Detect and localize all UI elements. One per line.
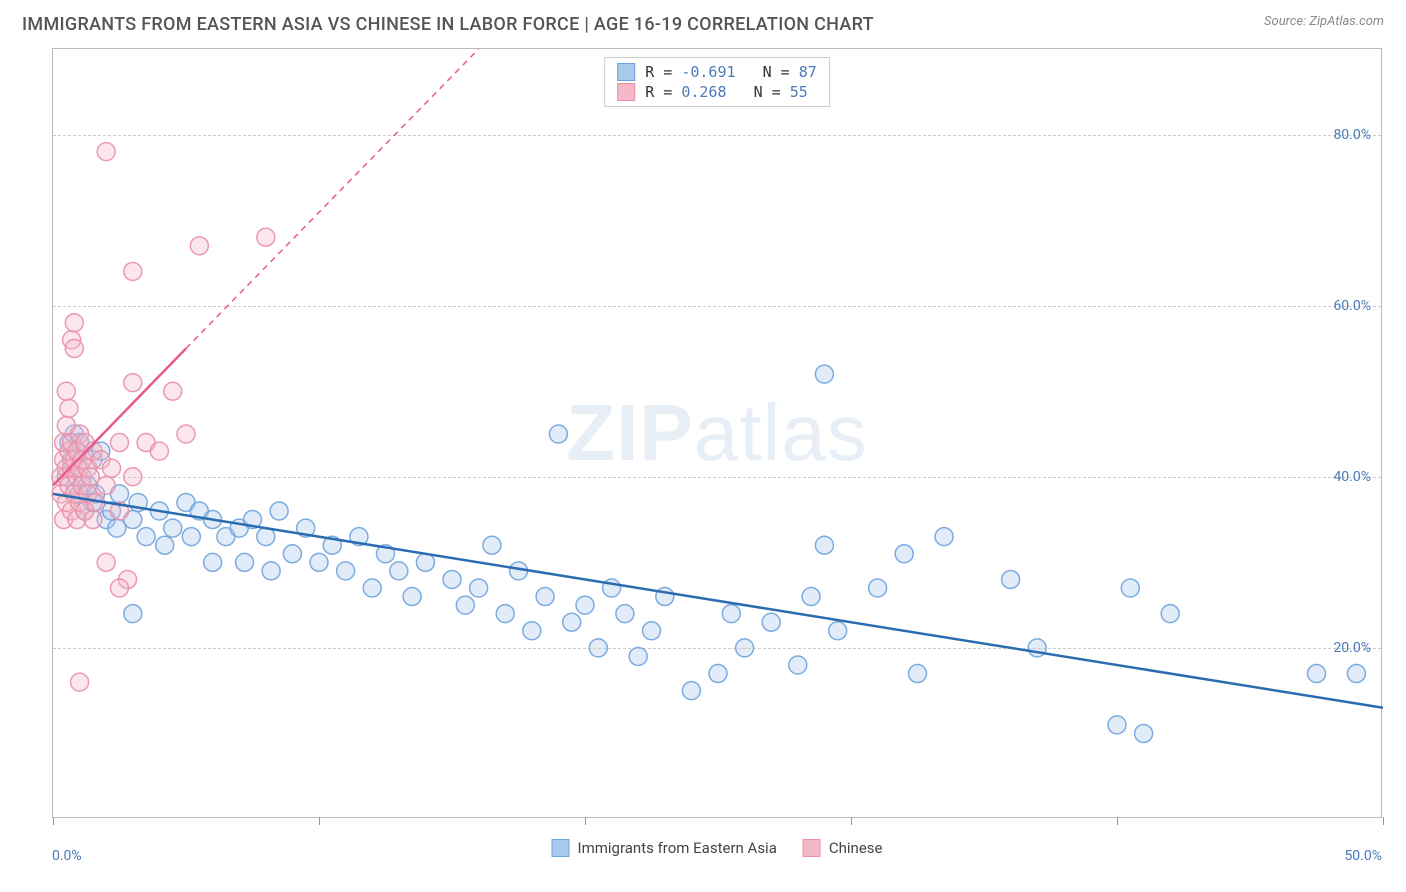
legend-series-label: Chinese: [829, 839, 883, 857]
legend-correlation-row: R = 0.268 N = 55: [617, 82, 817, 102]
x-tick-label-min: 0.0%: [52, 848, 82, 864]
legend-swatch: [617, 63, 635, 81]
chart-title: IMMIGRANTS FROM EASTERN ASIA VS CHINESE …: [22, 14, 874, 35]
legend-series-item: Chinese: [803, 839, 883, 857]
legend-series-item: Immigrants from Eastern Asia: [552, 839, 777, 857]
x-tick-label-max: 50.0%: [1344, 848, 1382, 864]
legend-stat-text: R = -0.691 N = 87: [645, 63, 817, 81]
legend-stat-text: R = 0.268 N = 55: [645, 83, 808, 101]
correlation-legend: R = -0.691 N = 87 R = 0.268 N = 55: [604, 57, 830, 107]
legend-swatch: [552, 839, 570, 857]
legend-correlation-row: R = -0.691 N = 87: [617, 62, 817, 82]
legend-swatch: [803, 839, 821, 857]
legend-swatch: [617, 83, 635, 101]
series-legend: Immigrants from Eastern Asia Chinese: [552, 839, 883, 857]
scatter-svg: [53, 49, 1381, 817]
chart-plot-area: ZIPatlas 20.0%40.0%60.0%80.0% R = -0.691…: [52, 48, 1382, 818]
legend-series-label: Immigrants from Eastern Asia: [578, 839, 777, 857]
source-attribution: Source: ZipAtlas.com: [1264, 14, 1384, 29]
